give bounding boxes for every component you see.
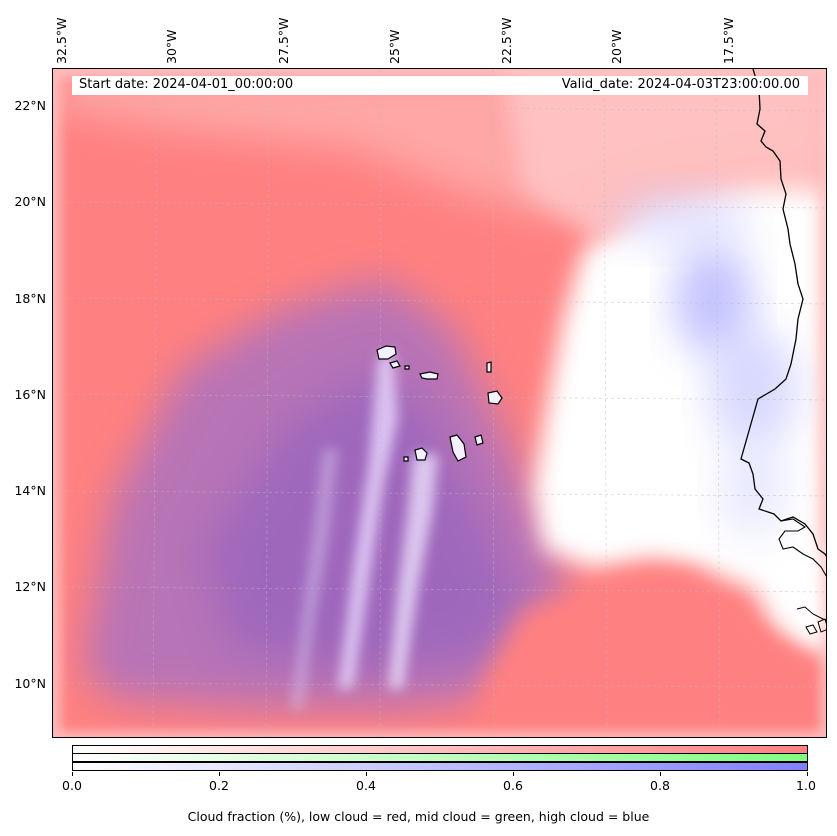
high-cloud-patch-3 (613, 189, 753, 249)
lat-label-22n: 22°N (14, 98, 46, 113)
island-wake-streak-3 (291, 449, 338, 709)
colorbar-label: Cloud fraction (%), low cloud = red, mid… (187, 809, 650, 824)
colorbar-tickmark-0 (72, 772, 73, 776)
colorbar-tick-2: 0.4 (356, 778, 376, 793)
colorbar-tickmark-5 (807, 772, 808, 776)
high-cloud-patch-1 (673, 244, 753, 354)
island-santiago (449, 434, 467, 462)
island-sal (486, 361, 492, 373)
lat-label-16n: 16°N (14, 387, 46, 402)
lon-label-27-5w: 27.5°W (276, 17, 291, 64)
cape-verde-islands (376, 345, 503, 462)
lat-label-14n: 14°N (14, 483, 46, 498)
colorbar (72, 745, 808, 772)
island-brava (403, 456, 409, 462)
colorbar-high-cloud (72, 762, 808, 771)
start-date-label: Start date: 2024-04-01_00:00:00 (79, 77, 294, 92)
colorbar-tick-4: 0.8 (650, 778, 670, 793)
colorbar-tick-1: 0.2 (209, 778, 229, 793)
colorbar-mid-cloud (72, 753, 808, 762)
lon-label-30w: 30°W (164, 29, 179, 64)
island-boa-vista (487, 390, 503, 405)
lat-label-20n: 20°N (14, 194, 46, 209)
island-sao-vicente (389, 360, 401, 369)
high-cloud-patch-2 (708, 329, 798, 449)
lat-label-18n: 18°N (14, 291, 46, 306)
lon-label-22-5w: 22.5°W (499, 17, 514, 64)
valid-date-label: Valid_date: 2024-04-03T23:00:00.00 (561, 77, 800, 92)
gridlines (53, 69, 826, 737)
bijagos-islands (796, 606, 826, 635)
colorbar-tick-3: 0.6 (503, 778, 523, 793)
lat-label-12n: 12°N (14, 579, 46, 594)
low-cloud-south (473, 569, 826, 737)
island-wake-streak-1 (338, 349, 398, 689)
island-santo-antao (376, 345, 397, 360)
island-wake-streak-2 (388, 454, 438, 689)
colorbar-tick-0: 0.0 (62, 778, 82, 793)
island-sao-nicolau (419, 371, 439, 380)
island-maio (474, 434, 484, 446)
lat-label-10n: 10°N (14, 676, 46, 691)
lon-label-25w: 25°W (387, 29, 402, 64)
lon-label-20w: 20°W (609, 29, 624, 64)
colorbar-tickmark-4 (660, 772, 661, 776)
colorbar-tickmark-3 (513, 772, 514, 776)
map-canvas (53, 69, 826, 737)
colorbar-tickmark-1 (219, 772, 220, 776)
lon-label-32-5w: 32.5°W (54, 17, 69, 64)
cloud-fraction-map (52, 68, 827, 738)
colorbar-tick-5: 1.0 (796, 778, 816, 793)
lon-label-17-5w: 17.5°W (721, 17, 736, 64)
high-cloud-patch-4 (718, 439, 788, 539)
date-annotation-bar: Start date: 2024-04-01_00:00:00 Valid_da… (72, 76, 808, 95)
colorbar-tickmark-2 (366, 772, 367, 776)
island-fogo (414, 447, 428, 461)
island-santa-luzia (404, 365, 410, 370)
gambia-coast (778, 518, 826, 577)
